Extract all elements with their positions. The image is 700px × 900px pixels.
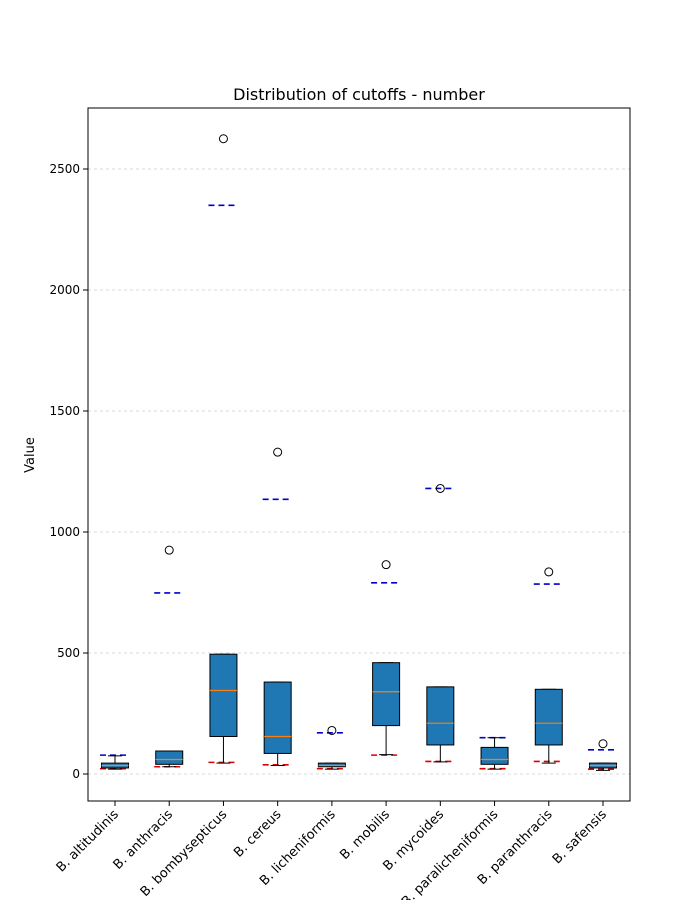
y-tick-label: 0 — [72, 767, 80, 781]
y-tick-label: 1000 — [49, 525, 80, 539]
y-axis-label: Value — [23, 437, 38, 473]
outlier-point — [327, 725, 337, 735]
outlier-point — [273, 447, 283, 457]
y-tick-label: 2500 — [49, 162, 80, 176]
plot-frame — [87, 107, 631, 802]
box-group — [208, 134, 239, 764]
outlier-point — [218, 134, 228, 144]
iqr-box — [263, 681, 292, 754]
iqr-box — [209, 653, 238, 737]
outlier-point — [164, 545, 174, 555]
y-tick-label: 2000 — [49, 283, 80, 297]
y-axis: 0 500 1000 1500 2000 2500 — [49, 162, 88, 781]
outlier-point — [381, 560, 391, 570]
outlier-point — [598, 739, 608, 749]
box-group — [316, 725, 347, 770]
box-group — [588, 739, 618, 771]
y-tick-label: 1500 — [49, 404, 80, 418]
box-series — [100, 134, 618, 771]
outlier-point — [435, 483, 445, 493]
box-group — [154, 545, 185, 768]
iqr-box — [372, 662, 401, 727]
iqr-box — [534, 688, 563, 746]
outlier-point — [544, 567, 554, 577]
box-group — [100, 754, 130, 770]
box-group — [479, 736, 510, 770]
box-group — [262, 447, 293, 767]
box-group — [425, 483, 456, 763]
iqr-box — [426, 686, 455, 746]
box-group — [533, 567, 564, 764]
iqr-box — [480, 746, 509, 765]
chart-title: Distribution of cutoffs - number — [233, 85, 485, 104]
iqr-box — [155, 750, 184, 765]
y-tick-label: 500 — [57, 646, 80, 660]
box-group — [371, 560, 402, 756]
grid-lines — [88, 168, 630, 775]
iqr-box — [317, 762, 346, 768]
